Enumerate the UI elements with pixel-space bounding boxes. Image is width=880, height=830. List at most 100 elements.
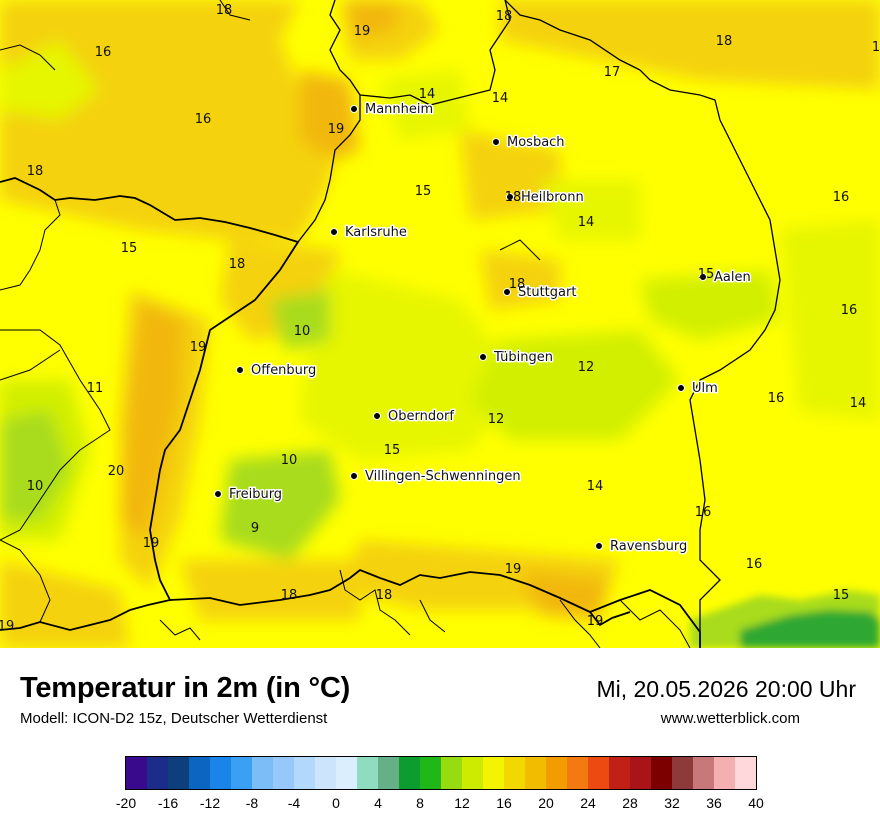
city-marker (373, 412, 381, 420)
temperature-value: 18 (376, 588, 393, 603)
city-label: Stuttgart (518, 285, 576, 300)
city-label: Oberndorf (388, 409, 454, 424)
legend-swatch (735, 757, 757, 789)
legend-swatch (567, 757, 589, 789)
temperature-value: 16 (768, 391, 785, 406)
borders (0, 0, 781, 648)
temperature-value: 18 (229, 257, 246, 272)
legend-swatch (189, 757, 211, 789)
temperature-value: 16 (95, 45, 112, 60)
legend-swatch (315, 757, 337, 789)
legend-swatch (630, 757, 652, 789)
legend-tick-label: 28 (622, 795, 638, 811)
city-marker (492, 138, 500, 146)
temperature-value: 10 (27, 479, 44, 494)
city-label: Karlsruhe (345, 225, 407, 240)
city-marker (503, 288, 511, 296)
city-marker (350, 472, 358, 480)
temperature-value: 19 (0, 619, 14, 634)
temperature-value: 18 (496, 9, 513, 24)
temperature-value: 10 (281, 453, 298, 468)
city-marker (350, 105, 358, 113)
legend-swatch (462, 757, 484, 789)
legend-tick-label: 16 (496, 795, 512, 811)
model-info: Modell: ICON-D2 15z, Deutscher Wetterdie… (20, 710, 328, 727)
legend-tick-label: 8 (416, 795, 424, 811)
city-label: Aalen (714, 270, 751, 285)
alpine-zone (690, 590, 880, 648)
legend-swatch (420, 757, 442, 789)
temperature-value: 16 (746, 557, 763, 572)
temperature-value: 19 (143, 536, 160, 551)
legend-swatch (588, 757, 610, 789)
legend-swatch (483, 757, 505, 789)
website-link[interactable]: www.wetterblick.com (660, 710, 800, 727)
legend-swatch (252, 757, 274, 789)
city-label: Villingen-Schwenningen (365, 469, 521, 484)
temperature-value: 15 (415, 184, 432, 199)
temperature-value: 10 (294, 324, 311, 339)
city-marker (479, 353, 487, 361)
city-label: Mosbach (507, 135, 565, 150)
temperature-value: 1 (872, 40, 880, 55)
temperature-value: 16 (695, 505, 712, 520)
temperature-value: 18 (505, 190, 522, 205)
city-label: Mannheim (365, 102, 433, 117)
legend-tick-label: 20 (538, 795, 554, 811)
legend-swatch (546, 757, 568, 789)
temperature-zones (0, 0, 880, 648)
temperature-value: 18 (716, 34, 733, 49)
legend-swatch (651, 757, 673, 789)
temperature-value: 12 (578, 360, 595, 375)
temperature-value: 19 (354, 24, 371, 39)
temperature-labels: 18 19 18 18 1 16 17 14 14 16 19 18 15 18 14 16 15 18 18 15 1… (0, 3, 880, 634)
legend-swatch (693, 757, 715, 789)
city-marker (214, 490, 222, 498)
temperature-value: 15 (384, 443, 401, 458)
temperature-value: 12 (488, 412, 505, 427)
temperature-value: 14 (850, 396, 867, 411)
legend-swatch (336, 757, 358, 789)
legend-tick-label: 36 (706, 795, 722, 811)
city-label: Ulm (692, 381, 718, 396)
legend-tick-label: 4 (374, 795, 382, 811)
temperature-value: 14 (492, 91, 509, 106)
map-title: Temperatur in 2m (in °C) (20, 672, 351, 704)
temperature-value: 14 (578, 215, 595, 230)
city-marker (236, 366, 244, 374)
legend-tick-label: 40 (748, 795, 764, 811)
legend-swatch (441, 757, 463, 789)
temperature-value: 15 (833, 588, 850, 603)
temperature-map: Mannheim Mosbach Heilbronn Karlsruhe Stuttga… (0, 0, 880, 648)
temperature-value: 14 (419, 87, 436, 102)
legend-tick-label: -16 (157, 795, 179, 811)
legend-swatch (168, 757, 190, 789)
temperature-value: 20 (108, 464, 125, 479)
temperature-value: 11 (87, 381, 104, 396)
temperature-value: 19 (328, 122, 345, 137)
city-marker (699, 273, 707, 281)
temperature-value: 18 (27, 164, 44, 179)
legend-swatch (294, 757, 316, 789)
temperature-value: 15 (698, 267, 715, 282)
legend-swatch (672, 757, 694, 789)
legend-swatch (504, 757, 526, 789)
legend-swatch (357, 757, 379, 789)
temperature-value: 19 (505, 562, 522, 577)
legend-swatch (273, 757, 295, 789)
city-marker (677, 384, 685, 392)
legend-tick-label: 12 (454, 795, 470, 811)
temperature-value: 9 (251, 521, 259, 536)
legend-swatch (399, 757, 421, 789)
temperature-value: 14 (587, 479, 604, 494)
temperature-value: 16 (833, 190, 850, 205)
legend-tick-label: -8 (245, 795, 259, 811)
legend-swatch (378, 757, 400, 789)
legend-swatch (210, 757, 232, 789)
city-label: Freiburg (229, 487, 282, 502)
legend-tick-label: 0 (332, 795, 340, 811)
temperature-value: 19 (190, 340, 207, 355)
forecast-datetime: Mi, 20.05.2026 20:00 Uhr (596, 676, 856, 702)
legend-swatch (147, 757, 169, 789)
temperature-value: 19 (587, 614, 604, 629)
